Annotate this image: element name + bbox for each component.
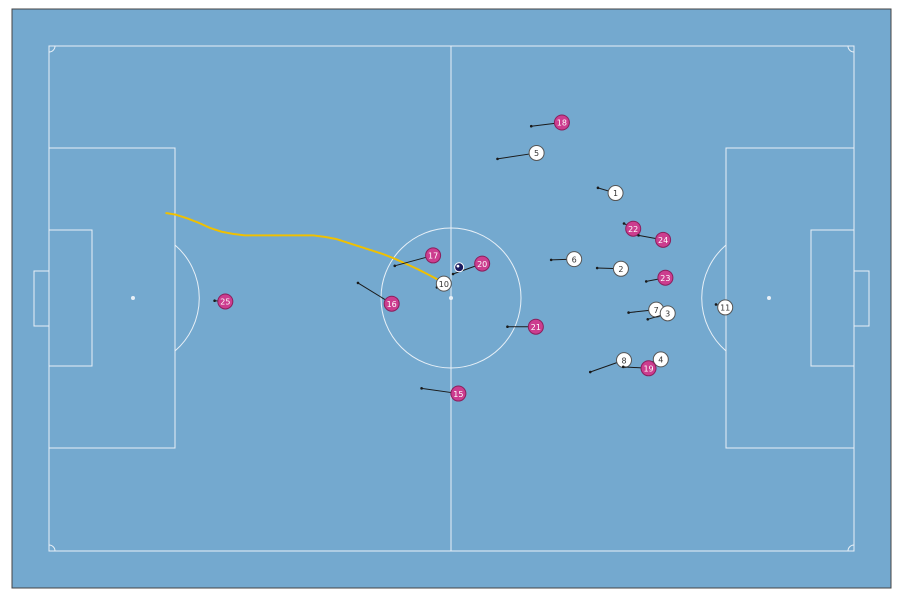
motion-arrowhead bbox=[627, 311, 630, 314]
player-marker bbox=[655, 231, 672, 248]
player-away-25: 25 bbox=[213, 293, 234, 310]
motion-arrowhead bbox=[646, 317, 650, 321]
player-number: 23 bbox=[660, 274, 670, 283]
motion-arrowhead bbox=[644, 280, 648, 283]
centre-circle bbox=[380, 227, 522, 369]
player-home-5: 5 bbox=[496, 144, 545, 161]
motion-arrowhead bbox=[588, 370, 592, 374]
player-marker bbox=[425, 247, 442, 264]
player-marker bbox=[527, 318, 544, 335]
left-penalty-spot bbox=[131, 296, 135, 300]
player-marker bbox=[717, 299, 734, 316]
motion-arrowhead bbox=[596, 186, 600, 190]
player-number: 25 bbox=[220, 298, 230, 307]
player-home-6: 6 bbox=[549, 251, 583, 268]
motion-arrowhead bbox=[356, 281, 360, 285]
motion-arrowhead bbox=[529, 124, 533, 128]
player-number: 2 bbox=[618, 265, 623, 274]
player-number: 4 bbox=[658, 356, 663, 365]
motion-arrowhead bbox=[622, 222, 626, 225]
player-number: 16 bbox=[387, 300, 397, 309]
player-marker bbox=[657, 269, 674, 286]
motion-arrowhead bbox=[506, 325, 509, 329]
motion-arrowhead bbox=[451, 272, 455, 276]
player-marker bbox=[553, 114, 570, 131]
corner-arc-bottom-left bbox=[48, 544, 56, 552]
player-number: 17 bbox=[428, 252, 438, 261]
player-home-2: 2 bbox=[595, 260, 629, 277]
left-goal bbox=[33, 270, 50, 327]
player-marker bbox=[383, 295, 400, 312]
player-number: 7 bbox=[654, 306, 659, 315]
motion-arrowhead bbox=[714, 303, 718, 306]
player-away-15: 15 bbox=[420, 385, 467, 402]
motion-arrowhead bbox=[393, 264, 397, 268]
player-marker bbox=[217, 293, 234, 310]
player-number: 3 bbox=[665, 310, 670, 319]
player-number: 11 bbox=[720, 304, 730, 313]
motion-arrowhead bbox=[496, 157, 499, 161]
ball-trail bbox=[165, 212, 440, 281]
player-number: 22 bbox=[628, 225, 638, 234]
player-marker bbox=[435, 275, 452, 292]
player-away-16: 16 bbox=[356, 281, 400, 312]
motion-arrowhead bbox=[621, 365, 625, 369]
player-marker bbox=[659, 305, 676, 322]
player-number: 18 bbox=[557, 119, 567, 128]
player-number: 10 bbox=[439, 280, 449, 289]
player-marker bbox=[450, 385, 467, 402]
player-marker bbox=[652, 351, 669, 368]
player-number: 21 bbox=[531, 323, 541, 332]
ball-layer bbox=[454, 262, 465, 273]
player-marker bbox=[528, 144, 545, 161]
player-away-22: 22 bbox=[622, 220, 642, 237]
player-home-3: 3 bbox=[646, 305, 676, 322]
player-number: 5 bbox=[534, 149, 539, 158]
player-number: 20 bbox=[477, 260, 487, 269]
centre-spot bbox=[449, 296, 453, 300]
player-number: 8 bbox=[621, 356, 626, 365]
player-away-20: 20 bbox=[451, 255, 491, 276]
players-layer: 18 5 1 22 24 6 2 23 7 3 11 21 8 4 19 17 20 10 16 25 15 bbox=[213, 114, 734, 402]
right-penalty-spot bbox=[767, 296, 771, 300]
player-marker bbox=[612, 260, 629, 277]
player-home-1: 1 bbox=[596, 185, 624, 202]
ball-trail-layer bbox=[165, 212, 440, 281]
motion-arrowhead bbox=[213, 299, 216, 303]
corner-arc-top-left bbox=[48, 45, 56, 53]
motion-arrowhead bbox=[595, 266, 599, 270]
pitch-markings bbox=[33, 45, 870, 552]
right-penalty-arc bbox=[701, 244, 727, 352]
player-home-10: 10 bbox=[435, 275, 452, 292]
player-marker bbox=[566, 251, 583, 268]
player-away-17: 17 bbox=[393, 247, 442, 268]
right-goal bbox=[853, 270, 870, 327]
corner-arc-bottom-right bbox=[847, 544, 855, 552]
ball-highlight bbox=[456, 264, 460, 268]
player-marker bbox=[625, 220, 642, 237]
left-penalty-arc bbox=[174, 244, 200, 352]
player-number: 24 bbox=[658, 236, 668, 245]
player-away-21: 21 bbox=[506, 318, 544, 335]
player-marker bbox=[607, 185, 624, 202]
player-home-11: 11 bbox=[714, 299, 734, 316]
player-away-18: 18 bbox=[529, 114, 570, 131]
corner-arc-top-right bbox=[847, 45, 855, 53]
ball-icon bbox=[454, 262, 465, 273]
player-number: 19 bbox=[643, 365, 653, 374]
player-marker bbox=[474, 255, 491, 272]
player-number: 15 bbox=[453, 390, 463, 399]
player-number: 1 bbox=[613, 189, 618, 198]
player-away-24: 24 bbox=[637, 231, 672, 248]
player-away-19: 19 bbox=[621, 360, 657, 377]
motion-arrowhead bbox=[637, 234, 640, 237]
player-number: 6 bbox=[572, 255, 577, 264]
player-away-23: 23 bbox=[644, 269, 674, 286]
motion-arrowhead bbox=[420, 387, 423, 390]
player-marker bbox=[640, 360, 657, 377]
motion-arrowhead bbox=[549, 258, 553, 262]
